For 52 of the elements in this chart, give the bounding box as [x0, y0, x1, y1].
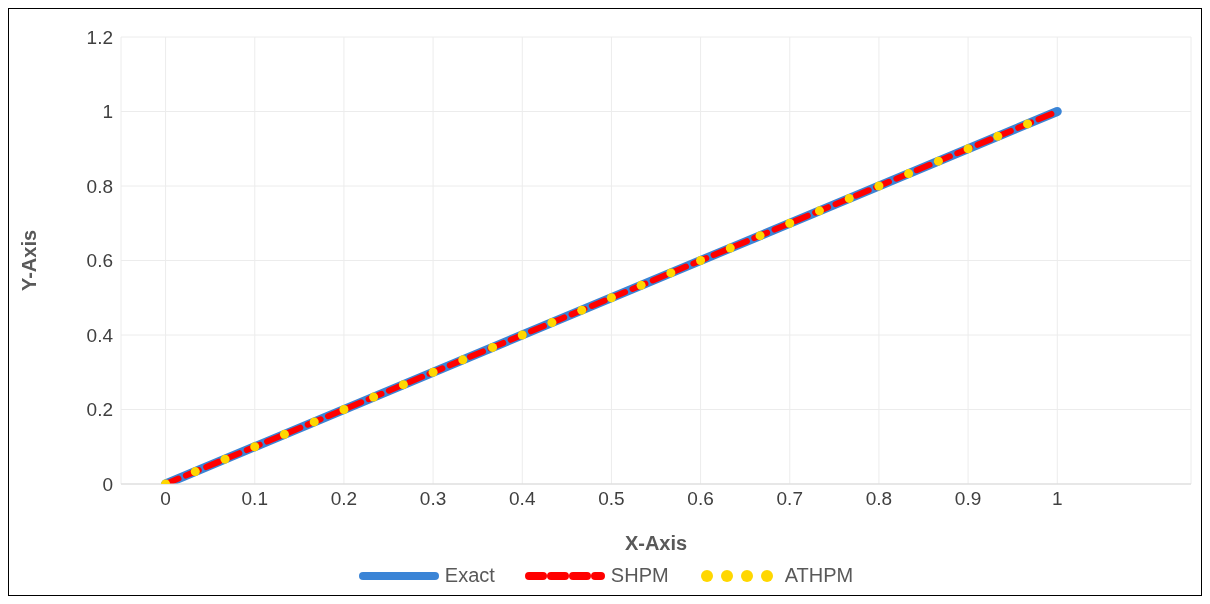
point — [250, 442, 260, 452]
x-tick-label: 0.3 — [419, 488, 447, 510]
y-tick-label: 1.2 — [86, 26, 113, 48]
point — [725, 243, 735, 253]
point — [993, 131, 1003, 141]
y-tick-label: 0.2 — [86, 399, 113, 421]
x-tick-label: 0.8 — [865, 488, 893, 510]
point — [279, 429, 289, 439]
y-axis-title: Y-Axis — [18, 229, 41, 292]
point — [369, 392, 379, 402]
point — [190, 467, 200, 477]
y-tick-label: 1 — [102, 101, 113, 123]
x-tick-label: 0.6 — [687, 488, 714, 510]
point — [904, 169, 914, 179]
point — [309, 417, 319, 427]
point — [963, 144, 973, 154]
point — [606, 293, 616, 303]
point — [1023, 119, 1033, 129]
y-tick-label: 0.4 — [86, 324, 114, 346]
point — [547, 318, 557, 328]
point — [428, 367, 438, 377]
point — [398, 380, 408, 390]
point — [220, 454, 230, 464]
y-tick-label: 0.8 — [86, 175, 113, 197]
point — [874, 181, 884, 191]
x-tick-label: 0.7 — [776, 488, 803, 510]
legend-label: SHPM — [610, 564, 669, 587]
point — [577, 305, 587, 315]
x-tick-label: 0 — [160, 488, 171, 510]
point — [339, 404, 349, 415]
x-tick-label: 0.4 — [509, 488, 536, 510]
point — [517, 330, 527, 340]
point — [636, 280, 646, 290]
x-tick-label: 0.1 — [241, 488, 268, 510]
point — [666, 268, 676, 278]
legend-label: ATHPM — [784, 564, 854, 587]
x-tick-label: 0.5 — [598, 488, 625, 510]
point — [814, 206, 824, 216]
point — [844, 193, 854, 203]
y-tick-label: 0.6 — [86, 250, 113, 272]
x-tick-label: 1 — [1051, 488, 1063, 510]
point — [696, 255, 706, 266]
point — [755, 231, 765, 241]
legend-label: Exact — [444, 564, 495, 587]
point — [785, 218, 795, 228]
x-axis-title: X-Axis — [624, 532, 688, 554]
point — [933, 156, 943, 166]
point — [458, 355, 468, 365]
x-tick-label: 0.2 — [330, 488, 358, 510]
y-tick-label: 0 — [102, 473, 113, 495]
x-tick-label: 0.9 — [954, 488, 982, 510]
point — [488, 342, 498, 352]
